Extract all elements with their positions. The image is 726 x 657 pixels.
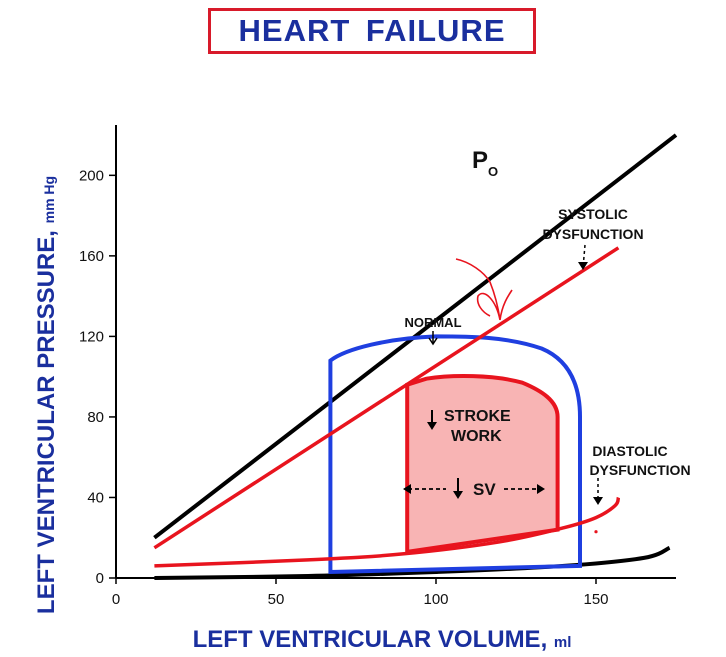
y-tick-label-0: 0 [96,570,104,587]
sv-down-arrowhead [453,491,463,499]
diastolic-dysfunction-curve [154,496,621,568]
stroke-work-label-1: STROKE [444,408,511,425]
x-axis-unit: ml [554,634,572,651]
y-axis-title-group: LEFT VENTRICULAR PRESSURE, mm Hg [33,176,60,614]
normal-loop [328,334,582,575]
title-box: HEART FAILURE [208,8,536,54]
stroke-work-arrowhead [427,422,437,430]
y-axis-unit: mm Hg [41,176,57,223]
x-axis-title: LEFT VENTRICULAR VOLUME, ml [193,626,572,653]
x-tick-label-150: 150 [583,591,608,608]
y-tick-label-160: 160 [79,248,104,265]
tick-labels: 0 40 80 120 160 200 0 50 100 150 LEFT VENTRICULAR … [33,167,609,653]
x-tick-label-100: 100 [423,591,448,608]
systolic-arrowhead [578,262,588,270]
y-tick-label-80: 80 [87,409,104,426]
x-tick-label-50: 50 [268,591,285,608]
po-subscript: O [488,164,498,179]
sv-left-arrowhead [403,484,411,494]
handdrawn-annotation-mark [455,258,513,321]
stroke-work-label-2: WORK [451,428,502,445]
diastolic-arrowhead [593,497,603,505]
systolic-dysfunction-line [153,246,620,550]
sv-label: SV [473,480,496,499]
lower-pressure-curve [154,545,671,580]
y-axis-title: LEFT VENTRICULAR PRESSURE, mm Hg [33,176,60,614]
failing-loop [405,374,560,555]
diastolic-label-2: DYSFUNCTION [589,462,690,478]
y-tick-label-200: 200 [79,167,104,184]
normal-label: NORMAL [404,315,461,330]
y-tick-label-40: 40 [87,489,104,506]
series-layer [153,133,678,580]
x-tick-label-0: 0 [112,591,120,608]
stray-dot [594,530,598,534]
systolic-label-2: DYSFUNCTION [542,226,643,242]
systolic-label-1: SYSTOLIC [558,206,628,222]
po-label: PO [472,147,498,179]
page-title: HEART FAILURE [238,13,506,48]
sv-right-arrowhead [537,484,545,494]
y-tick-label-120: 120 [79,328,104,345]
diastolic-label-1: DIASTOLIC [592,443,667,459]
normal-arrowhead [428,337,438,346]
annotation-labels: PO NORMAL SYSTOLIC DYSFUNCTION DIASTOLIC DYSF… [403,147,691,505]
